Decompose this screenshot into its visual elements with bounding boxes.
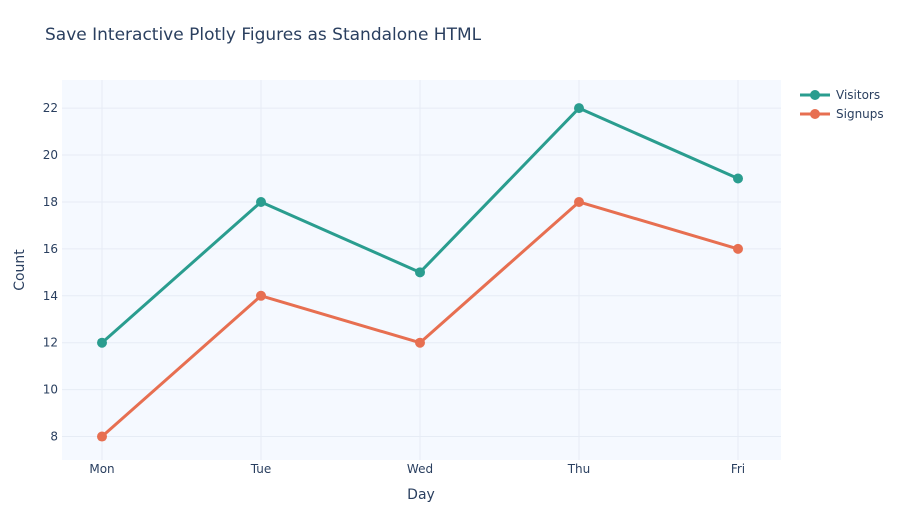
visitors-point[interactable]	[256, 196, 266, 207]
legend-item-visitors[interactable]: Visitors	[800, 88, 880, 102]
x-tick-label: Thu	[567, 462, 591, 476]
signups-point[interactable]	[733, 243, 743, 254]
signups-point[interactable]	[97, 431, 107, 442]
x-axis-ticks: Mon Tue Wed Thu Fri	[89, 462, 745, 476]
y-tick-label: 18	[43, 195, 58, 209]
y-axis-ticks: 8 10 12 14 16 18 20 22	[43, 101, 58, 443]
x-tick-label: Wed	[407, 462, 433, 476]
visitors-point[interactable]	[733, 173, 743, 184]
signups-point[interactable]	[415, 337, 425, 348]
legend-marker-signups	[810, 109, 820, 119]
visitors-point[interactable]	[574, 103, 584, 114]
x-axis-title: Day	[407, 487, 435, 503]
legend: Visitors Signups	[800, 88, 884, 121]
y-tick-label: 8	[50, 430, 58, 444]
y-tick-label: 12	[43, 336, 58, 350]
chart-title: Save Interactive Plotly Figures as Stand…	[45, 25, 482, 45]
signups-point[interactable]	[256, 290, 266, 301]
x-tick-label: Tue	[250, 462, 272, 476]
y-tick-label: 22	[43, 101, 58, 115]
legend-marker-visitors	[810, 90, 820, 100]
signups-point[interactable]	[574, 196, 584, 207]
legend-label-visitors: Visitors	[836, 88, 880, 102]
visitors-point[interactable]	[97, 337, 107, 348]
y-tick-label: 10	[43, 383, 58, 397]
series-lines	[97, 103, 743, 442]
y-tick-label: 16	[43, 242, 58, 256]
y-axis-title: Count	[12, 249, 28, 291]
x-tick-label: Fri	[731, 462, 745, 476]
y-tick-label: 14	[43, 289, 58, 303]
series-signups	[97, 196, 743, 442]
visitors-point[interactable]	[415, 267, 425, 278]
legend-label-signups: Signups	[836, 107, 884, 121]
series-visitors	[97, 103, 743, 348]
legend-item-signups[interactable]: Signups	[800, 107, 884, 121]
x-tick-label: Mon	[89, 462, 114, 476]
y-tick-label: 20	[43, 148, 58, 162]
